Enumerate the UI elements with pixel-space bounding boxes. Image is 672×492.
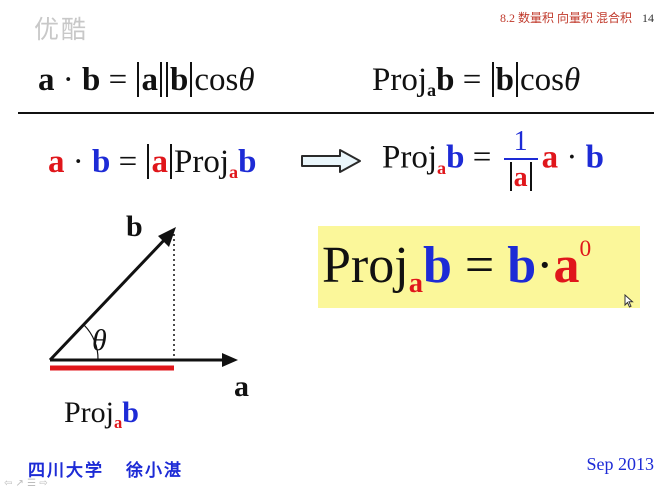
equals: = — [108, 62, 128, 99]
dot-product-formula: a · b = a b cosθ — [38, 62, 255, 97]
abs-bar — [515, 62, 518, 97]
subscript-a: a — [408, 268, 423, 299]
subscript-a: a — [437, 157, 447, 178]
abs-bar — [159, 62, 162, 97]
author-name: 徐小湛 — [126, 461, 183, 481]
symbol-b: b — [82, 62, 101, 99]
symbol-b: b — [422, 237, 452, 294]
implies-arrow-icon — [301, 149, 361, 173]
symbol-b: b — [122, 396, 139, 429]
symbol-b: b — [436, 62, 455, 99]
vector-b-arrowhead-icon — [158, 227, 176, 247]
equals: = — [118, 144, 138, 181]
fraction-numerator: 1 — [513, 126, 528, 157]
vector-b-line — [48, 234, 170, 362]
abs-bar — [491, 62, 494, 97]
abs-bar — [529, 162, 532, 192]
symbol-a: a — [234, 370, 249, 403]
divider-line — [18, 112, 654, 114]
theta-symbol: θ — [563, 62, 581, 99]
symbol-a: a — [38, 62, 55, 99]
proj-text: Proj — [382, 139, 438, 176]
slide-nav-controls[interactable]: ⇦ ↗ ☰ ⇨ — [4, 478, 48, 489]
projection-formula: Projab = b cosθ — [372, 62, 581, 101]
symbol-b: b — [495, 62, 514, 99]
symbol-b: b — [446, 139, 465, 176]
subscript-a: a — [229, 162, 239, 183]
symbol-a: a — [48, 144, 65, 181]
unit-vector-projection-formula: Projab = b·a0 — [322, 237, 591, 298]
symbol-a: a — [553, 237, 580, 294]
abs-bar — [169, 144, 172, 179]
dot-operator: · — [566, 139, 578, 176]
symbol-b: b — [92, 144, 111, 181]
fraction: 1 a — [503, 126, 538, 192]
theta-symbol: θ — [238, 62, 255, 99]
diagram-label-theta: θ — [92, 326, 107, 356]
projection-diagram — [48, 227, 238, 371]
abs-bar — [147, 144, 150, 179]
abs-bar — [509, 162, 512, 192]
symbol-a: a — [151, 144, 168, 181]
proj-text: Proj — [372, 62, 428, 99]
dot-operator: · — [72, 144, 84, 181]
dot-operator: · — [62, 62, 74, 99]
subscript-a: a — [427, 80, 437, 101]
youku-watermark: 优酷 — [34, 15, 89, 44]
symbol-b: b — [169, 62, 189, 99]
theta-symbol: θ — [92, 324, 107, 357]
footer-author: 四川大学 徐小湛 — [28, 456, 183, 481]
diagram-label-a: a — [234, 372, 249, 402]
school-name: 四川大学 — [28, 461, 104, 481]
angle-arc — [83, 324, 99, 361]
symbol-b: b — [585, 139, 604, 176]
fraction-denominator: a — [504, 162, 538, 192]
diagram-proj-label: Projab — [64, 396, 139, 431]
diagram-label-b: b — [126, 212, 143, 242]
equals: = — [462, 62, 482, 99]
symbol-a: a — [513, 161, 528, 193]
fraction-line — [503, 158, 538, 160]
abs-bar — [190, 62, 193, 97]
superscript-zero: 0 — [579, 236, 592, 263]
slide-header: 8.2 数量积 向量积 混合积 14 — [500, 9, 654, 26]
projection-fraction-formula: Projab = 1 a a · b — [382, 128, 604, 192]
subscript-a: a — [114, 412, 123, 432]
cos-text: cos — [519, 62, 564, 99]
vector-a-arrowhead-icon — [222, 353, 238, 367]
footer-date: Sep 2013 — [586, 454, 655, 474]
dot-operator: · — [536, 237, 554, 294]
equals: = — [472, 139, 492, 176]
mouse-cursor-icon — [624, 294, 634, 308]
dot-product-projection-formula: a · b = a Projab — [48, 144, 257, 183]
section-title: 8.2 数量积 向量积 混合积 — [499, 11, 632, 25]
symbol-a: a — [141, 62, 158, 99]
symbol-a: a — [541, 139, 559, 176]
proj-text: Proj — [173, 144, 229, 181]
equals: = — [464, 237, 495, 294]
symbol-b: b — [507, 237, 537, 294]
proj-text: Proj — [322, 237, 409, 294]
abs-bar — [165, 62, 168, 97]
cos-text: cos — [194, 62, 239, 99]
page-number: 14 — [642, 11, 654, 25]
abs-bar — [137, 62, 140, 97]
proj-text: Proj — [64, 396, 115, 429]
symbol-b: b — [126, 210, 143, 243]
symbol-b: b — [238, 144, 257, 181]
highlight-box — [318, 226, 640, 308]
